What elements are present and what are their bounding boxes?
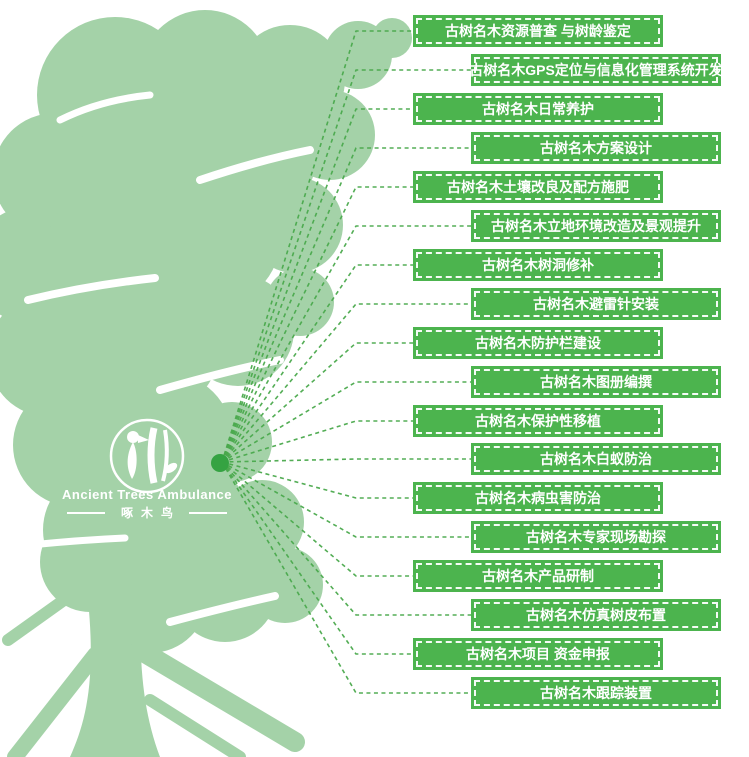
service-box-project-funding: 古树名木项目 资金申报 [413, 638, 663, 670]
service-label: 古树名木跟踪装置 [540, 685, 652, 701]
woodpecker-logo-icon [109, 418, 185, 494]
connector-line-4 [221, 147, 471, 463]
connector-line-15 [221, 461, 413, 577]
service-label: 古树名木GPS定位与信息化管理系统开发 [469, 62, 723, 78]
connector-line-16 [221, 461, 471, 616]
service-label: 古树名木项目 资金申报 [466, 646, 610, 662]
service-box-plan-design: 古树名木方案设计 [471, 132, 721, 164]
service-label: 古树名木资源普查 与树龄鉴定 [445, 23, 631, 39]
connector-line-14 [221, 461, 471, 538]
service-box-guard-fence: 古树名木防护栏建设 [413, 327, 663, 359]
service-box-simulated-bark: 古树名木仿真树皮布置 [471, 599, 721, 631]
service-box-tracking-device: 古树名木跟踪装置 [471, 677, 721, 709]
connector-line-10 [221, 381, 471, 463]
logo-subtitle-row: 啄木鸟 [37, 504, 257, 521]
service-box-termite-control: 古树名木白蚁防治 [471, 443, 721, 475]
tree-trunk [70, 600, 160, 757]
service-label: 古树名木方案设计 [540, 140, 652, 156]
service-box-pest-disease-control: 古树名木病虫害防治 [413, 482, 663, 514]
connector-line-1 [221, 30, 413, 463]
connector-lines [221, 30, 471, 694]
service-label: 古树名木产品研制 [482, 568, 594, 584]
connector-line-13 [221, 461, 413, 499]
service-label: 古树名木日常养护 [482, 101, 594, 117]
service-box-protective-transplant: 古树名木保护性移植 [413, 405, 663, 437]
service-label: 古树名木病虫害防治 [475, 490, 601, 506]
service-label: 古树名木防护栏建设 [475, 335, 601, 351]
service-box-product-development: 古树名木产品研制 [413, 560, 663, 592]
service-box-daily-maintenance: 古树名木日常养护 [413, 93, 663, 125]
service-label: 古树名木立地环境改造及景观提升 [491, 218, 701, 234]
service-box-gps-info-system: 古树名木GPS定位与信息化管理系统开发 [469, 54, 723, 86]
service-box-hollow-repair: 古树名木树洞修补 [413, 249, 663, 281]
service-label: 古树名木仿真树皮布置 [526, 607, 666, 623]
connector-line-3 [221, 108, 413, 463]
service-label: 古树名木白蚁防治 [540, 451, 652, 467]
service-box-soil-improvement: 古树名木土壤改良及配方施肥 [413, 171, 663, 203]
logo-subtitle: 啄木鸟 [120, 506, 181, 520]
service-box-site-environment: 古树名木立地环境改造及景观提升 [471, 210, 721, 242]
connector-line-2 [221, 69, 471, 463]
tree-silhouette [0, 10, 412, 757]
service-box-lightning-rod: 古树名木避雷针安装 [471, 288, 721, 320]
service-box-album-compilation: 古树名木图册编撰 [471, 366, 721, 398]
service-box-resource-survey: 古树名木资源普查 与树龄鉴定 [413, 15, 663, 47]
service-label: 古树名木土壤改良及配方施肥 [447, 179, 629, 195]
service-label: 古树名木图册编撰 [540, 374, 652, 390]
service-label: 古树名木专家现场勘探 [526, 529, 666, 545]
service-label: 古树名木树洞修补 [482, 257, 594, 273]
connector-line-12 [221, 458, 471, 463]
connector-line-17 [221, 461, 413, 655]
logo-divider-right [189, 511, 227, 514]
service-label: 古树名木避雷针安装 [533, 296, 659, 312]
logo-divider-left [66, 511, 105, 514]
service-label: 古树名木保护性移植 [475, 413, 601, 429]
connector-line-6 [221, 225, 471, 463]
service-box-expert-site-survey: 古树名木专家现场勘探 [471, 521, 721, 553]
logo-title: Ancient Trees Ambulance [62, 487, 232, 502]
hub-dot [211, 454, 229, 472]
connector-line-8 [221, 303, 471, 463]
connector-line-11 [221, 420, 413, 463]
